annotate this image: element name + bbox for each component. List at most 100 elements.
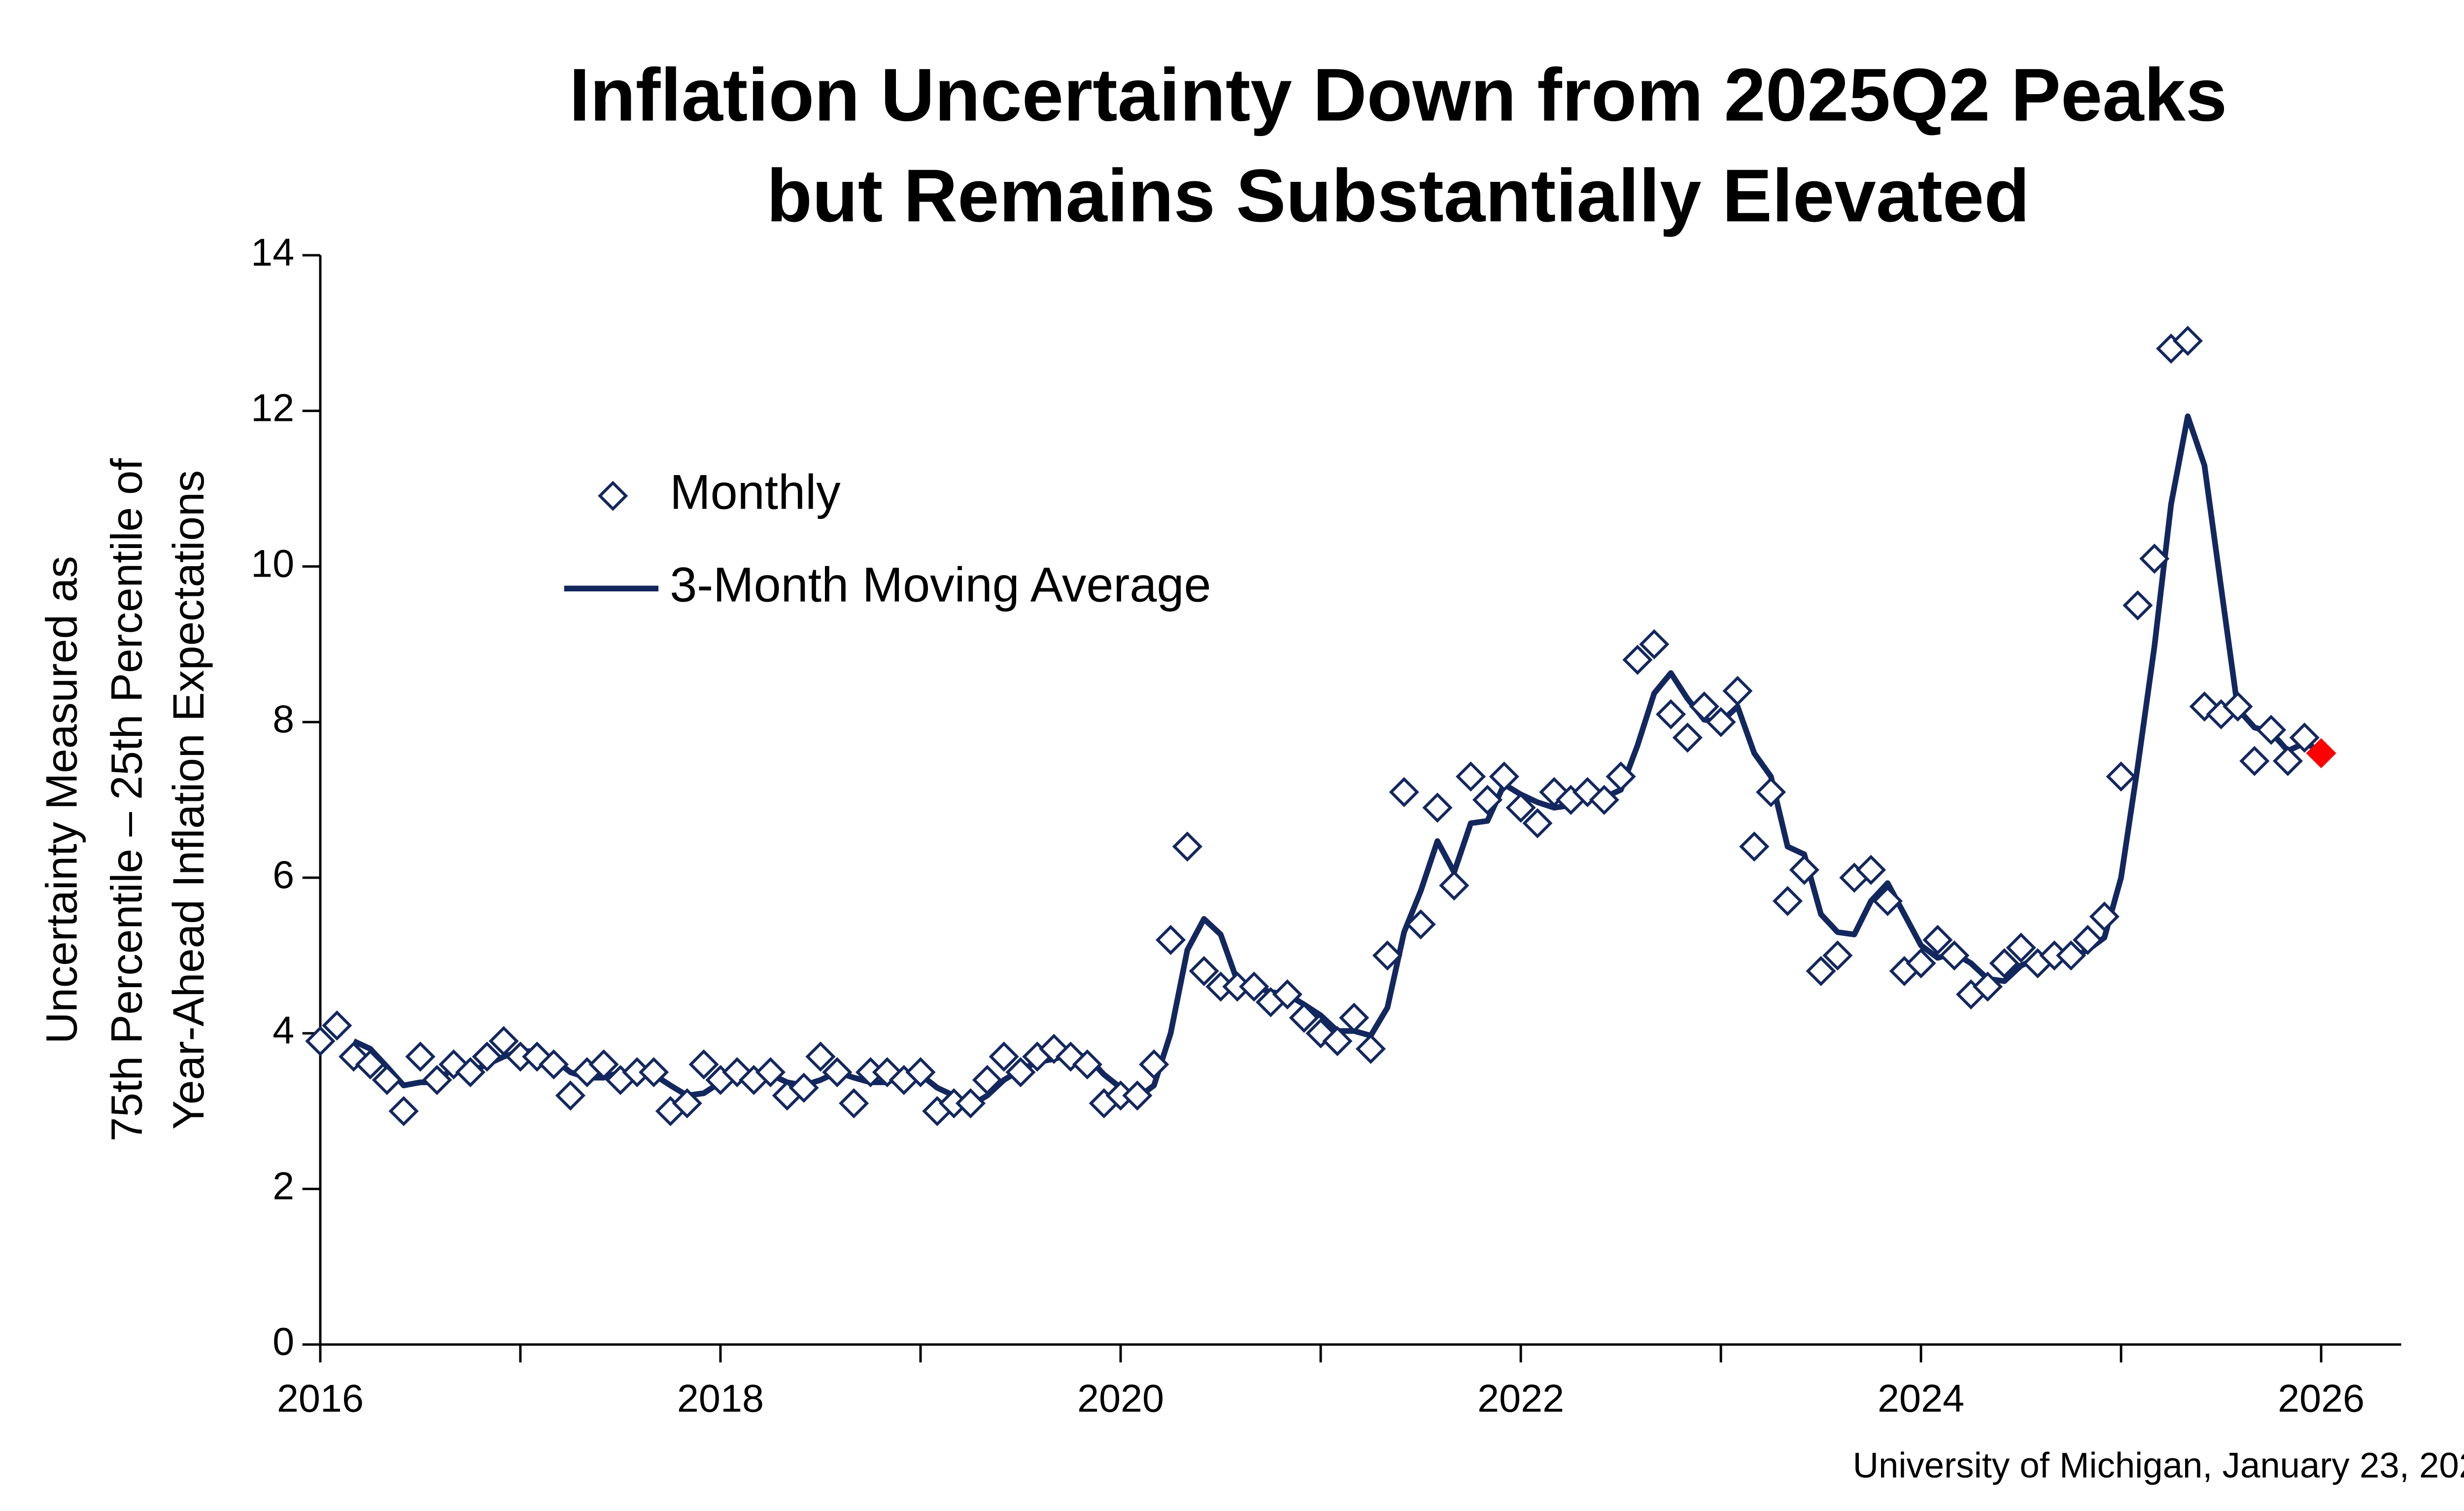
monthly-point [822,1057,853,1088]
y-tick-label: 6 [273,853,294,896]
monthly-point [422,1065,452,1096]
monthly-point [1989,948,2019,979]
monthly-point [972,1065,1002,1096]
monthly-point [639,1057,669,1088]
monthly-point [1005,1057,1036,1088]
monthly-point [522,1041,552,1072]
monthly-point [2256,715,2287,745]
x-tick-label: 2018 [677,1376,764,1420]
monthly-point [388,1096,419,1127]
monthly-point [1772,886,1803,916]
monthly-point [2272,746,2303,776]
monthly-point [805,1041,836,1072]
monthly-point [1755,777,1786,807]
monthly-point [1339,1002,1369,1033]
monthly-point [1189,956,1219,986]
monthly-point [1689,691,1719,722]
monthly-point [1872,886,1903,916]
monthly-point [2089,901,2120,932]
monthly-point [2172,326,2203,356]
y-axis-title: Year-Ahead Inflation Expectations [164,470,213,1130]
monthly-point [1489,761,1519,792]
monthly-point [1822,940,1853,971]
monthly-point [2289,722,2320,753]
monthly-point [488,1026,519,1057]
monthly-point [1405,909,1436,940]
monthly-point [1806,956,1836,986]
y-axis-title: Uncertainty Measured as [37,556,86,1044]
monthly-point [1355,1033,1386,1064]
monthly-point [555,1080,586,1111]
x-tick-label: 2016 [277,1376,364,1420]
monthly-point [2122,590,2153,620]
monthly-point [588,1049,619,1080]
monthly-point [1856,855,1886,885]
monthly-point [1239,971,1269,1002]
monthly-point [1322,1026,1353,1057]
monthly-point [1972,971,2003,1002]
monthly-point [1522,808,1553,839]
monthly-point [1439,870,1470,901]
monthly-point [905,1057,936,1088]
monthly-point [989,1041,1019,1072]
monthly-point [539,1049,569,1080]
x-tick-label: 2024 [1878,1376,1964,1420]
monthly-point [2306,738,2336,768]
monthly-point [955,1088,986,1119]
monthly-point [339,1041,369,1072]
monthly-point [1622,645,1653,675]
monthly-point [1122,1080,1153,1111]
y-axis-title: 75th Percentile – 25th Percentile of [102,458,151,1142]
monthly-point [1739,831,1770,862]
monthly-point [2006,932,2036,963]
y-tick-label: 4 [273,1008,294,1052]
monthly-point [1722,676,1753,706]
monthly-point [2106,761,2136,792]
monthly-point [2055,940,2087,971]
legend-label: 3-Month Moving Average [670,557,1211,612]
monthly-point [1455,761,1486,792]
monthly-point [1789,855,1819,885]
y-axis-title-line: Uncertainty Measured as [37,556,86,1044]
monthly-point [1172,831,1202,862]
monthly-point [322,1010,352,1041]
monthly-point [305,1026,336,1057]
source-note: University of Michigan, January 23, 2026 [1853,1445,2464,1485]
monthly-point [372,1065,402,1096]
monthly-point [2189,691,2220,722]
moving-average-line [352,413,2323,1109]
y-axis-title-line: Year-Ahead Inflation Expectations [164,470,213,1130]
monthly-point [1139,1049,1169,1080]
monthly-point [872,1057,902,1088]
monthly-point [355,1049,386,1080]
monthly-point [2072,925,2103,955]
monthly-point [1422,792,1453,823]
monthly-point [2139,544,2170,574]
monthly-point [472,1041,502,1072]
monthly-point [788,1072,819,1103]
y-tick-label: 8 [273,697,294,741]
monthly-point [455,1057,486,1088]
monthly-point [1922,925,1953,955]
monthly-point [839,1088,869,1119]
monthly-point [405,1041,436,1072]
y-tick-label: 2 [273,1164,294,1207]
y-tick-label: 14 [251,230,294,274]
monthly-point [1272,979,1302,1010]
monthly-point [1289,1002,1319,1033]
monthly-point [1606,761,1636,792]
monthly-point [1589,785,1619,815]
monthly-point [1155,925,1186,955]
x-tick-label: 2022 [1477,1376,1564,1420]
monthly-point [2223,691,2253,722]
legend-swatch [598,481,628,511]
monthly-point [1372,940,1403,971]
monthly-point [1639,629,1670,659]
monthly-point [1389,777,1419,807]
monthly-point [1072,1049,1102,1080]
x-tick-label: 2020 [1077,1376,1164,1420]
monthly-point [1472,785,1503,815]
legend-label: Monthly [670,464,841,519]
